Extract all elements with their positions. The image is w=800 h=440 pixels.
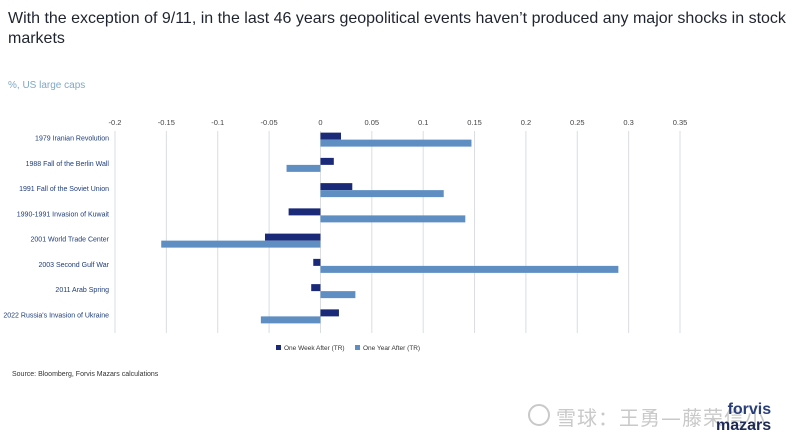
legend-label: One Year After (TR) xyxy=(363,345,420,352)
x-tick-label: 0.1 xyxy=(418,118,428,127)
category-label: 1979 Iranian Revolution xyxy=(35,136,109,143)
x-tick-label: -0.15 xyxy=(158,118,175,127)
chart-subtitle: %, US large caps xyxy=(8,80,86,91)
bars xyxy=(161,132,619,324)
grid-lines xyxy=(114,131,681,333)
bar-one-week xyxy=(320,309,339,317)
category-label: 2001 World Trade Center xyxy=(31,237,110,244)
bar-one-week xyxy=(311,284,321,292)
x-axis-ticks: -0.2 -0.15 -0.1 -0.05 0 0.05 0.1 0.15 0.2 0.25 0.3… xyxy=(109,118,688,127)
logo-line-1: forvis xyxy=(727,401,772,418)
category-label: 1990-1991 Invasion of Kuwait xyxy=(17,211,109,218)
bar-one-year xyxy=(320,190,444,198)
category-label: 1988 Fall of the Berlin Wall xyxy=(26,161,110,168)
bar-one-week xyxy=(313,258,321,266)
category-label: 2011 Arab Spring xyxy=(55,287,109,294)
bar-one-week xyxy=(320,183,353,191)
x-tick-label: -0.2 xyxy=(109,118,122,127)
brand-logo: forvis mazars xyxy=(716,402,771,434)
bar-one-year xyxy=(286,164,321,172)
x-tick-label: 0.2 xyxy=(521,118,531,127)
chart-title: With the exception of 9/11, in the last … xyxy=(8,10,786,47)
x-tick-label: 0 xyxy=(318,118,322,127)
x-tick-label: 0.3 xyxy=(623,118,633,127)
x-tick-label: 0.25 xyxy=(570,118,585,127)
legend-swatch xyxy=(276,345,281,350)
bar-one-week xyxy=(264,233,321,241)
legend-label: One Week After (TR) xyxy=(284,345,345,352)
bar-one-year xyxy=(320,215,466,223)
legend-swatch xyxy=(355,345,360,350)
category-labels: 1979 Iranian Revolution 1988 Fall of the … xyxy=(3,136,109,320)
category-label: 2003 Second Gulf War xyxy=(38,262,109,269)
x-tick-label: 0.35 xyxy=(673,118,688,127)
bar-one-week xyxy=(288,208,321,216)
bar-one-year xyxy=(320,265,619,273)
bar-one-week xyxy=(320,157,334,165)
category-label: 1991 Fall of the Soviet Union xyxy=(19,186,109,193)
x-tick-label: -0.05 xyxy=(261,118,278,127)
legend: One Week After (TR) One Year After (TR) xyxy=(276,345,420,352)
x-tick-label: 0.05 xyxy=(365,118,380,127)
watermark-logo-icon xyxy=(528,404,550,426)
source-note: Source: Bloomberg, Forvis Mazars calcula… xyxy=(12,371,159,378)
category-label: 2022 Russia's Invasion of Ukraine xyxy=(3,312,109,319)
bar-one-year xyxy=(320,139,472,147)
bar-one-week xyxy=(320,132,341,140)
bar-one-year xyxy=(260,316,321,324)
bar-one-year xyxy=(161,240,321,248)
logo-line-2: mazars xyxy=(716,417,772,434)
x-tick-label: -0.1 xyxy=(211,118,224,127)
bar-one-year xyxy=(320,291,356,299)
x-tick-label: 0.15 xyxy=(467,118,482,127)
watermark-text: 雪球：王勇—藤荣信小 xyxy=(556,406,766,430)
